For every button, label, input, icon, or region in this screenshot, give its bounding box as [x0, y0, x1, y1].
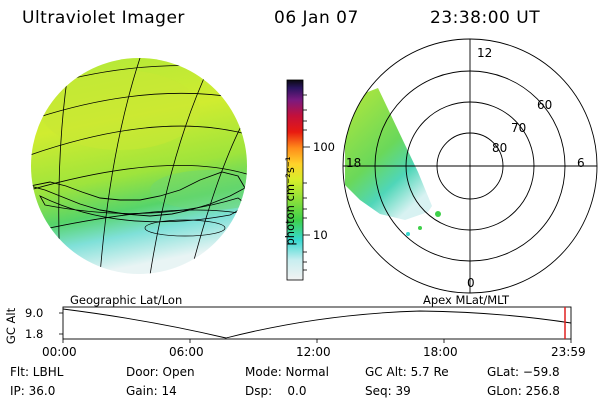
- altitude-ylabel: GC Alt: [4, 307, 18, 345]
- status-gain: Gain: 14: [126, 384, 177, 398]
- status-glat: GLat: −59.8: [487, 365, 560, 379]
- status-filter: Flt: LBHL: [10, 365, 64, 379]
- app-title: Ultraviolet Imager: [22, 8, 185, 28]
- status-dsp: Dsp: 0.0: [245, 384, 307, 398]
- altitude-ytick-min: 1.8: [25, 327, 44, 341]
- xtick-1800: 18:00: [423, 345, 458, 359]
- status-door: Door: Open: [126, 365, 195, 379]
- coastline: [31, 171, 246, 217]
- geographic-image: [31, 58, 247, 274]
- geographic-caption: Geographic Lat/Lon: [70, 293, 183, 307]
- lat-label-70: 70: [511, 121, 527, 135]
- colorbar-unit: photon cm⁻²s⁻¹: [283, 156, 297, 246]
- xtick-0600: 06:00: [169, 345, 204, 359]
- colorbar-tick-10: 10: [313, 228, 328, 242]
- status-seq: Seq: 39: [365, 384, 411, 398]
- apex-caption: Apex MLat/MLT: [423, 293, 510, 307]
- colorbar: [286, 79, 304, 281]
- altitude-ticks: [59, 312, 572, 343]
- lat-label-80: 80: [492, 141, 508, 155]
- xtick-1200: 12:00: [296, 345, 331, 359]
- status-ip: IP: 36.0: [10, 384, 56, 398]
- lat-label-60: 60: [537, 98, 553, 112]
- mlt-label-0: 0: [467, 276, 475, 290]
- altitude-plot-frame: [62, 306, 572, 340]
- status-mode: Mode: Normal: [245, 365, 329, 379]
- colorbar-tick-100: 100: [313, 140, 335, 154]
- status-gc-alt: GC Alt: 5.7 Re: [365, 365, 449, 379]
- mlt-label-18: 18: [346, 156, 362, 170]
- altitude-curve: [62, 308, 572, 339]
- time-readout: 23:38:00 UT: [430, 8, 541, 28]
- apex-image: [345, 88, 441, 236]
- colorbar-unit-wrap: photon cm⁻²s⁻¹: [271, 157, 297, 246]
- colorbar-ticks: [303, 94, 310, 271]
- xtick-0000: 00:00: [42, 345, 77, 359]
- date-readout: 06 Jan 07: [274, 8, 359, 28]
- mlt-label-12: 12: [477, 46, 493, 60]
- status-glon: GLon: 256.8: [487, 384, 560, 398]
- altitude-ylabel-wrap: GC Alt: [4, 308, 18, 344]
- xtick-2359: 23:59: [551, 345, 586, 359]
- polar-grid: [342, 38, 598, 294]
- altitude-ytick-max: 9.0: [25, 306, 44, 320]
- mlt-label-6: 6: [577, 156, 585, 170]
